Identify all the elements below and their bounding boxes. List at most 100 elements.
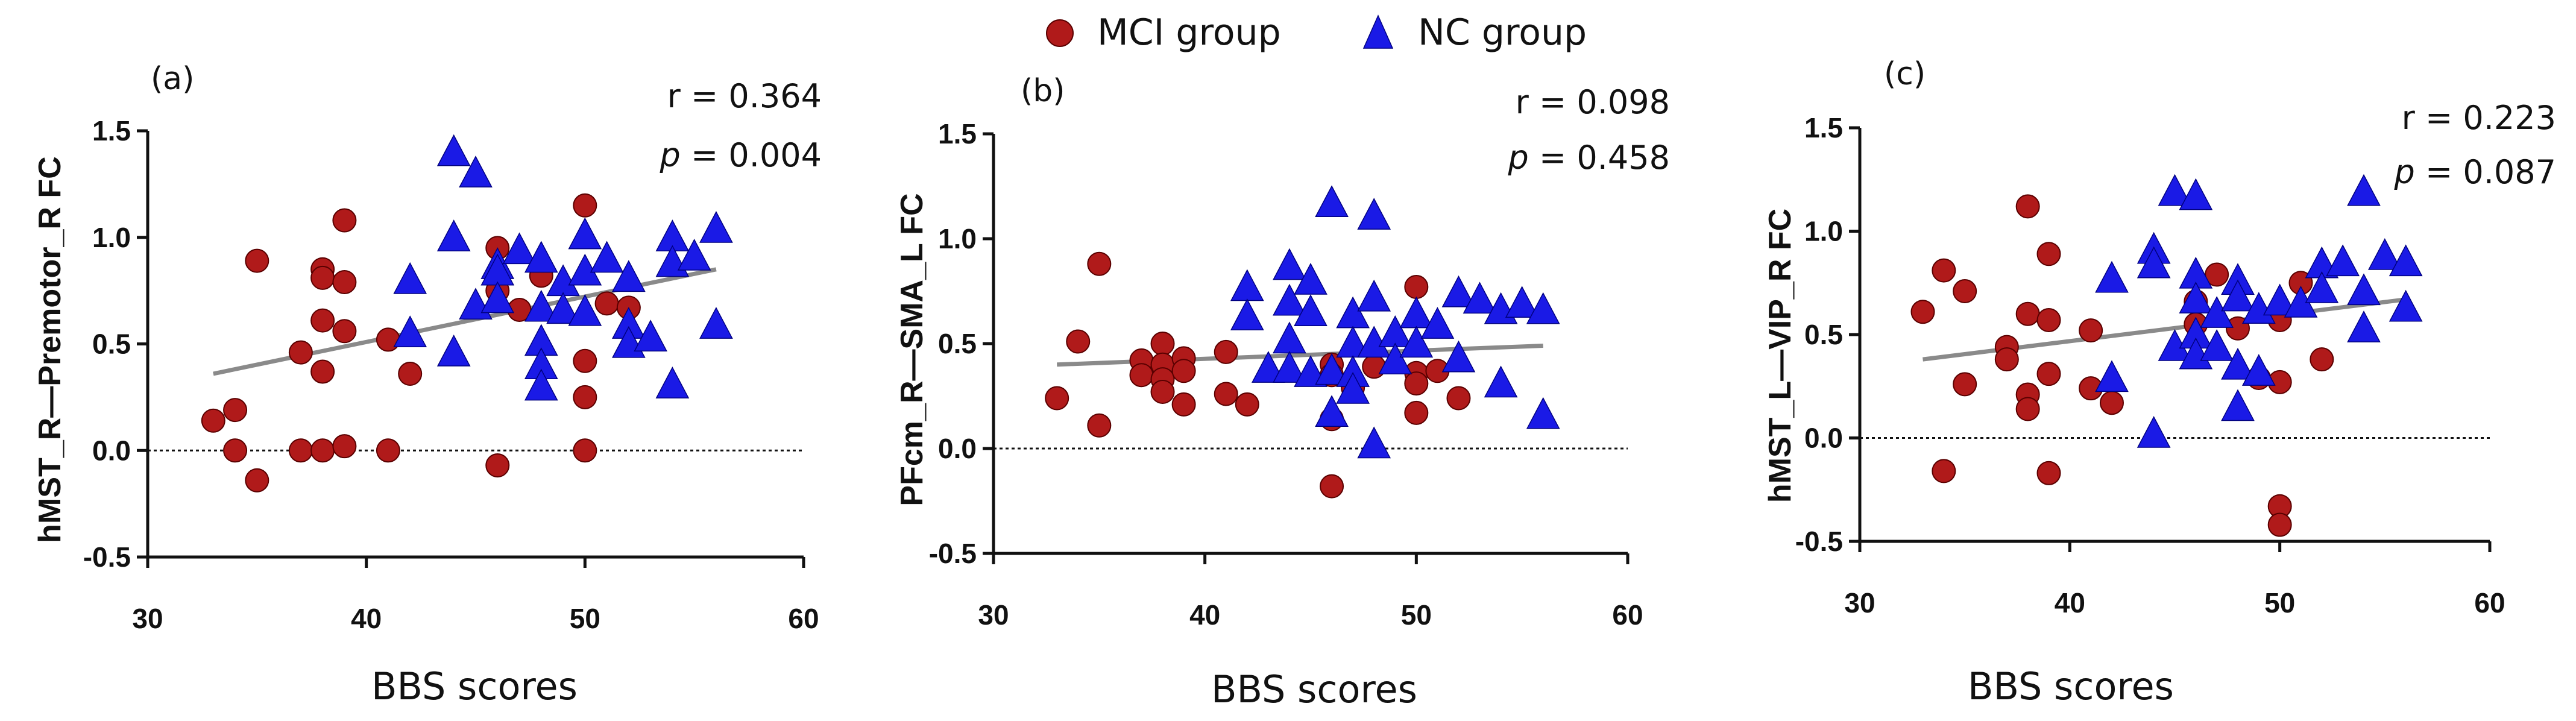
nc-data-point <box>1273 283 1306 316</box>
y-tick-label: 1.5 <box>938 118 977 150</box>
nc-data-point <box>2367 238 2402 270</box>
y-axis-label: hMST_R—Premotor_R FC <box>33 156 68 543</box>
nc-data-point <box>1357 426 1391 459</box>
x-tick-label: 50 <box>1401 599 1432 631</box>
y-tick-label: 1.0 <box>92 222 131 253</box>
mci-data-point <box>2036 307 2061 332</box>
y-axis-label: hMST_L—VIP_R FC <box>1763 209 1798 503</box>
mci-data-point <box>376 327 400 352</box>
mci-data-point <box>594 291 619 316</box>
panel-label: (a) <box>151 61 194 97</box>
mci-data-point <box>1235 392 1259 417</box>
nc-data-point <box>699 211 733 243</box>
mci-data-point <box>332 319 357 344</box>
mci-data-point <box>573 438 597 463</box>
mci-data-point <box>332 269 357 294</box>
nc-data-point <box>2263 283 2297 316</box>
x-tick-label: 30 <box>978 599 1009 631</box>
nc-data-point <box>634 320 667 352</box>
mci-data-point <box>573 193 597 218</box>
x-tick-label: 40 <box>1189 599 1220 631</box>
mci-data-point <box>1953 279 1977 303</box>
nc-data-point <box>568 294 602 326</box>
nc-data-point <box>1399 296 1434 329</box>
x-tick-label: 50 <box>570 603 600 634</box>
mci-data-point <box>310 265 335 290</box>
p-value-text: p = 0.004 <box>660 136 822 174</box>
panel-label: (b) <box>1021 73 1065 109</box>
y-tick-label: -0.5 <box>1795 526 1843 557</box>
mci-data-point <box>1214 382 1238 406</box>
nc-data-point <box>2389 289 2423 322</box>
y-axis-label: PFcm_R—SMA_L FC <box>895 193 930 506</box>
nc-data-point <box>1441 275 1476 307</box>
y-tick-label: 1.5 <box>1804 112 1843 143</box>
nc-data-point <box>1294 262 1327 295</box>
p-symbol: p <box>1508 139 1529 177</box>
p-value: = 0.004 <box>681 136 822 174</box>
nc-data-point <box>1420 307 1455 339</box>
nc-data-point <box>2389 244 2423 277</box>
nc-data-point <box>1230 269 1264 301</box>
nc-data-point <box>393 262 427 294</box>
nc-data-point <box>459 156 493 187</box>
nc-data-point <box>2241 354 2276 386</box>
nc-data-point <box>2200 296 2234 328</box>
nc-data-point <box>2137 246 2171 279</box>
mci-data-point <box>2036 461 2061 485</box>
nc-data-point <box>2221 389 2255 421</box>
mci-data-point <box>310 359 335 384</box>
mci-data-point <box>573 348 597 373</box>
nc-data-point <box>2200 329 2234 361</box>
nc-data-point <box>2241 292 2276 324</box>
mci-data-point <box>1404 371 1429 396</box>
nc-data-point <box>1294 294 1327 326</box>
legend-mci-marker <box>1046 19 1074 47</box>
y-tick-label: 1.5 <box>92 115 131 146</box>
mci-data-point <box>332 434 357 459</box>
mci-data-point <box>1362 354 1387 379</box>
nc-data-point <box>480 281 515 313</box>
nc-data-point <box>1357 279 1391 312</box>
mci-data-point <box>2079 318 2103 343</box>
r-value: r = 0.223 <box>2402 99 2556 137</box>
mci-data-point <box>288 438 313 463</box>
nc-data-point <box>436 335 471 367</box>
nc-data-point <box>1505 286 1539 318</box>
p-value-text: p = 0.458 <box>1508 139 1670 177</box>
nc-data-point <box>2305 271 2339 303</box>
nc-data-point <box>1378 342 1412 374</box>
r-value: r = 0.364 <box>667 77 822 115</box>
nc-data-point <box>2179 178 2213 210</box>
mci-data-point <box>2015 397 2040 421</box>
nc-data-point <box>1273 321 1306 354</box>
mci-data-point <box>1214 339 1238 364</box>
legend-mci-label: MCI group <box>1097 11 1281 54</box>
p-value: = 0.087 <box>2415 153 2556 191</box>
mci-data-point <box>1404 275 1429 300</box>
mci-data-point <box>398 361 423 386</box>
nc-data-point <box>393 315 427 347</box>
nc-data-point <box>655 367 690 398</box>
legend: MCI group NC group <box>1046 11 1587 54</box>
nc-data-point <box>2095 260 2129 293</box>
nc-data-point <box>1336 371 1370 404</box>
mci-data-point <box>201 408 225 433</box>
nc-data-point <box>524 289 558 322</box>
nc-data-point <box>1315 353 1349 385</box>
nc-data-point <box>2179 337 2213 370</box>
nc-data-point <box>1273 248 1306 280</box>
x-tick-label: 40 <box>351 603 382 634</box>
mci-data-point <box>2036 242 2061 266</box>
x-tick-label: 30 <box>132 603 163 634</box>
nc-data-point <box>1252 351 1285 383</box>
mci-data-point <box>1932 258 1956 283</box>
nc-data-point <box>546 292 580 324</box>
mci-data-point <box>2267 512 2292 537</box>
nc-data-point <box>1441 340 1476 373</box>
mci-data-point <box>1045 386 1069 411</box>
mci-data-point <box>310 438 335 463</box>
x-tick-label: 30 <box>1844 587 1875 619</box>
nc-data-point <box>677 238 711 271</box>
